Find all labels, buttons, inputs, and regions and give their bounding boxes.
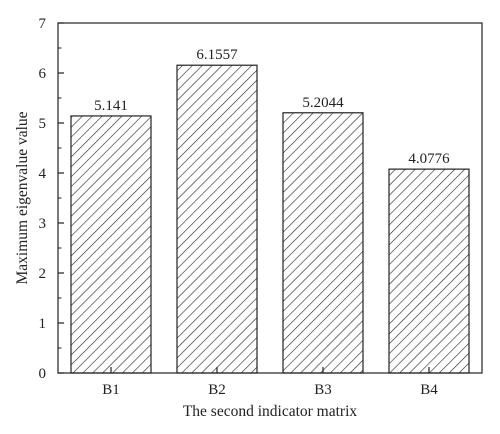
y-tick-label: 7	[39, 16, 47, 32]
y-tick-label: 2	[39, 266, 47, 282]
bar-b3	[282, 112, 364, 374]
bar-b4	[388, 168, 470, 374]
y-tick-label: 3	[39, 216, 47, 232]
x-tick-label-b1: B1	[102, 382, 120, 398]
data-label-b3: 5.2044	[302, 95, 344, 111]
y-tick-label: 5	[39, 116, 47, 132]
data-label-b1: 5.141	[94, 98, 128, 114]
y-axis-title: Maximum eigenvalue value	[14, 111, 31, 284]
y-tick-label: 1	[39, 316, 47, 332]
y-tick-label: 0	[39, 366, 47, 382]
data-label-b2: 6.1557	[196, 47, 238, 63]
x-axis: B1 B2 B3 B4	[102, 367, 438, 398]
x-tick-label-b3: B3	[314, 382, 332, 398]
y-axis: 0 1 2 3 4 5 6 7	[39, 16, 64, 382]
bars-group	[70, 64, 470, 374]
x-axis-title: The second indicator matrix	[183, 403, 358, 420]
data-label-b4: 4.0776	[408, 151, 450, 167]
bar-b2	[176, 64, 258, 374]
x-tick-label-b4: B4	[420, 382, 438, 398]
y-tick-label: 4	[39, 166, 47, 182]
y-tick-label: 6	[39, 66, 47, 82]
bar-b1	[70, 115, 152, 374]
data-labels-group: 5.141 6.1557 5.2044 4.0776	[94, 47, 450, 167]
x-tick-label-b2: B2	[208, 382, 226, 398]
